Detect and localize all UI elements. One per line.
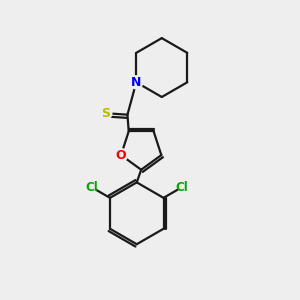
Text: Cl: Cl (176, 181, 188, 194)
Text: S: S (101, 107, 110, 120)
Circle shape (99, 107, 112, 120)
Text: N: N (131, 76, 142, 89)
Circle shape (115, 148, 128, 162)
Text: Cl: Cl (85, 181, 98, 194)
Text: O: O (116, 148, 126, 162)
Circle shape (130, 76, 143, 89)
